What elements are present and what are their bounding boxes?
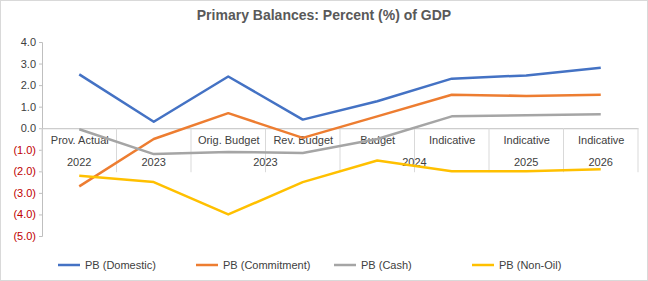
y-tick-label: 2.0 bbox=[21, 79, 36, 91]
series-lines bbox=[79, 68, 601, 215]
x-tick: Indicative bbox=[504, 128, 550, 146]
y-tick-label: 0.0 bbox=[21, 122, 36, 134]
y-tick-mark bbox=[39, 107, 42, 108]
y-tick-mark bbox=[39, 85, 42, 86]
y-tick: 4.0 bbox=[21, 36, 42, 48]
category-separator bbox=[563, 128, 564, 172]
y-tick-mark bbox=[39, 193, 42, 194]
y-axis-line bbox=[39, 43, 43, 237]
x-tick: Orig. Budget bbox=[198, 128, 260, 146]
legend-swatch bbox=[334, 264, 356, 267]
legend-label: PB (Non-Oil) bbox=[499, 259, 561, 271]
y-tick-mark bbox=[39, 236, 42, 237]
x-group-label: 2022 bbox=[67, 156, 91, 168]
x-group-label: 2026 bbox=[589, 156, 613, 168]
category-separator bbox=[340, 128, 341, 172]
y-tick: 3.0 bbox=[21, 58, 42, 70]
legend-label: PB (Domestic) bbox=[85, 259, 156, 271]
category-separator bbox=[116, 128, 117, 172]
x-tick-label: Rev. Budget bbox=[273, 134, 333, 146]
x-group-label: 2025 bbox=[514, 156, 538, 168]
x-tick: Indicative bbox=[429, 128, 475, 146]
y-tick-label: (2.0) bbox=[13, 165, 36, 177]
x-tick-label: Indicative bbox=[429, 134, 475, 146]
series-line bbox=[79, 114, 601, 154]
x-tick: Budget bbox=[360, 128, 395, 146]
y-tick: 1.0 bbox=[21, 101, 42, 113]
legend-swatch bbox=[58, 264, 80, 267]
y-tick-label: 3.0 bbox=[21, 58, 36, 70]
y-tick: (1.0) bbox=[13, 144, 42, 156]
category-groups: 202220232023202420252026 bbox=[67, 156, 613, 168]
legend-swatch bbox=[196, 264, 218, 267]
y-tick-mark bbox=[39, 64, 42, 65]
category-separator bbox=[191, 128, 192, 172]
series-line bbox=[79, 95, 601, 187]
x-tick-label: Indicative bbox=[578, 134, 624, 146]
y-tick: (2.0) bbox=[13, 165, 42, 177]
chart-frame bbox=[1, 1, 648, 281]
y-tick: 0.0 bbox=[21, 122, 42, 134]
category-separator bbox=[42, 128, 43, 172]
category-separator bbox=[489, 128, 490, 172]
y-tick-label: 1.0 bbox=[21, 101, 36, 113]
legend-label: PB (Cash) bbox=[361, 259, 412, 271]
y-tick: (5.0) bbox=[13, 230, 42, 242]
y-tick: (4.0) bbox=[13, 208, 42, 220]
y-tick-label: 4.0 bbox=[21, 36, 36, 48]
x-group-label: 2023 bbox=[253, 156, 277, 168]
y-tick-label: (1.0) bbox=[13, 144, 36, 156]
chart: Primary Balances: Percent (%) of GDP 4.0 3… bbox=[0, 0, 648, 281]
category-separators bbox=[42, 128, 638, 172]
y-tick-label: (5.0) bbox=[13, 230, 36, 242]
y-tick: 2.0 bbox=[21, 79, 42, 91]
category-separator bbox=[638, 128, 639, 172]
x-group-label: 2023 bbox=[142, 156, 166, 168]
y-tick-mark bbox=[39, 42, 42, 43]
x-tick: Indicative bbox=[578, 128, 624, 146]
y-tick-mark bbox=[39, 214, 42, 215]
x-tick-label: Indicative bbox=[504, 134, 550, 146]
x-tick-label: Orig. Budget bbox=[198, 134, 260, 146]
y-tick: (3.0) bbox=[13, 187, 42, 199]
chart-title: Primary Balances: Percent (%) of GDP bbox=[197, 7, 451, 23]
series-line bbox=[79, 161, 601, 215]
legend-label: PB (Commitment) bbox=[223, 259, 310, 271]
y-tick-label: (3.0) bbox=[13, 187, 36, 199]
y-tick-label: (4.0) bbox=[13, 208, 36, 220]
legend-swatch bbox=[472, 264, 494, 267]
legend: PB (Domestic) PB (Commitment) PB (Cash) PB … bbox=[58, 259, 561, 271]
y-axis: 4.0 3.0 2.0 1.0 0.0 (1.0) (2.0) (3.0) (4.0) (5.0) bbox=[13, 36, 42, 242]
